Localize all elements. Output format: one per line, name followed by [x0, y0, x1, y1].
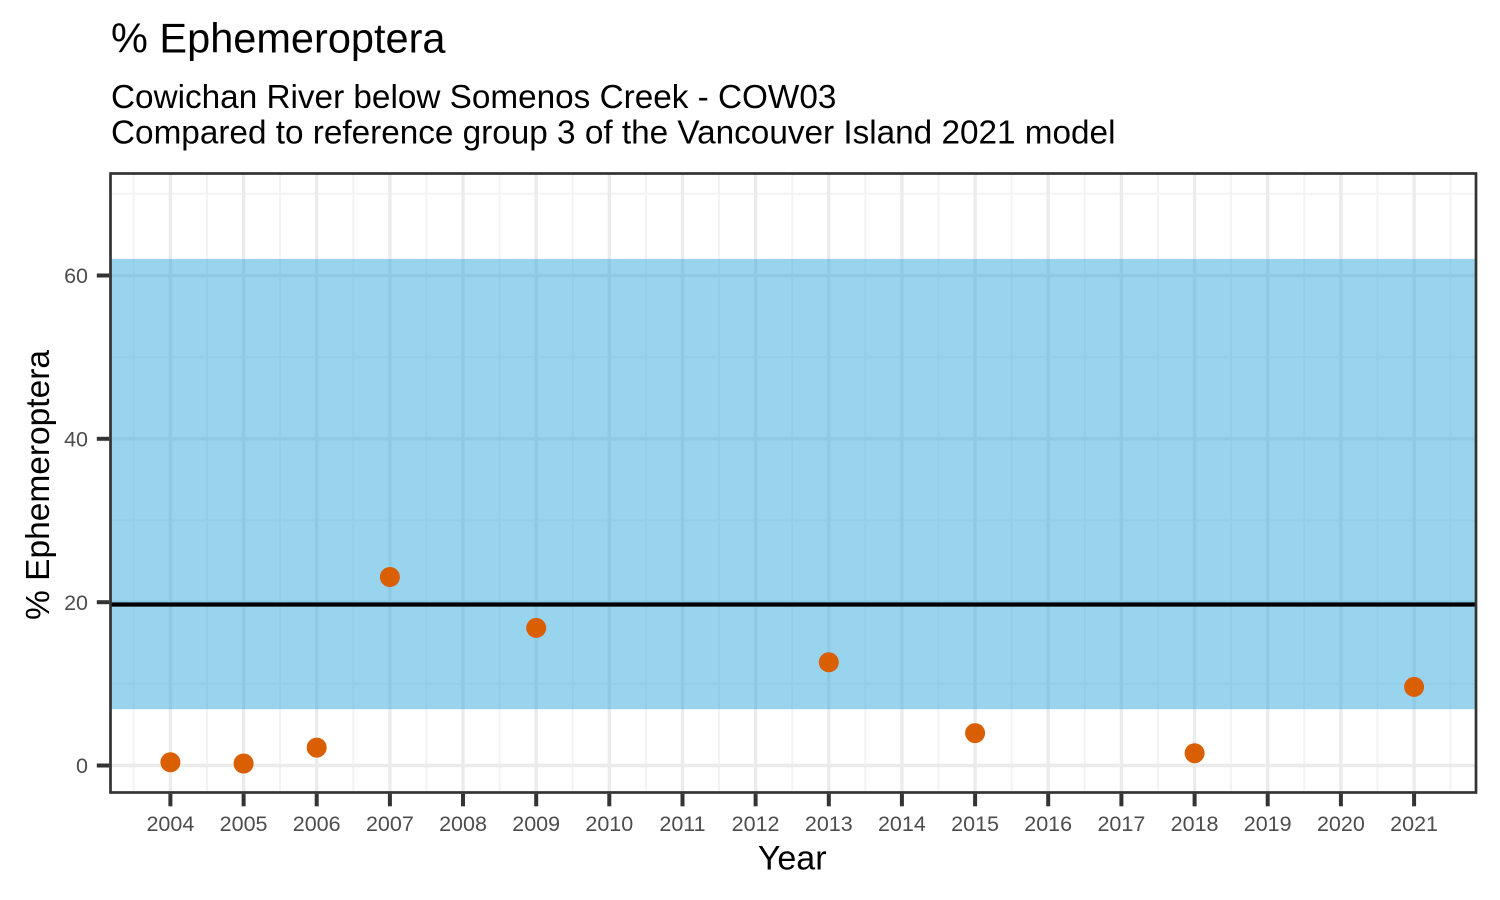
svg-text:60: 60 [64, 264, 88, 288]
svg-text:2021: 2021 [1390, 812, 1438, 836]
svg-text:Compared to reference group 3: Compared to reference group 3 of the Van… [111, 115, 1115, 152]
svg-text:0: 0 [76, 754, 88, 778]
svg-text:% Ephemeroptera: % Ephemeroptera [111, 15, 446, 62]
svg-text:2006: 2006 [293, 812, 341, 836]
svg-text:2008: 2008 [439, 812, 487, 836]
svg-text:2011: 2011 [659, 812, 705, 836]
svg-text:2019: 2019 [1244, 812, 1292, 836]
svg-text:Year: Year [758, 840, 827, 878]
svg-text:2004: 2004 [146, 812, 194, 836]
svg-text:Cowichan River below Somenos C: Cowichan River below Somenos Creek - COW… [111, 79, 836, 116]
svg-text:2014: 2014 [878, 812, 926, 836]
svg-text:20: 20 [64, 591, 88, 615]
svg-text:2012: 2012 [732, 812, 780, 836]
svg-text:% Ephemeroptera: % Ephemeroptera [20, 350, 57, 620]
svg-text:2018: 2018 [1171, 812, 1219, 836]
svg-text:2015: 2015 [951, 812, 999, 836]
svg-text:2009: 2009 [512, 812, 560, 836]
svg-text:2005: 2005 [220, 812, 268, 836]
svg-text:40: 40 [64, 427, 88, 451]
svg-text:2013: 2013 [805, 812, 853, 836]
svg-text:2016: 2016 [1024, 812, 1072, 836]
svg-text:2007: 2007 [366, 812, 414, 836]
svg-text:2020: 2020 [1317, 812, 1365, 836]
svg-text:2010: 2010 [585, 812, 633, 836]
svg-text:2017: 2017 [1097, 812, 1145, 836]
